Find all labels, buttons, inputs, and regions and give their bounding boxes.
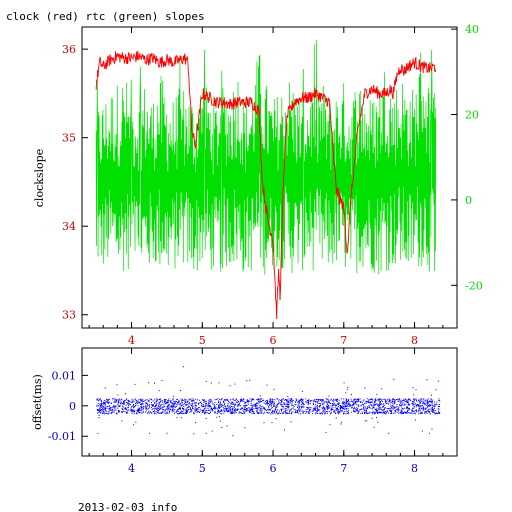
top-y2-tick-label: 40 xyxy=(465,23,479,36)
bottom-x-tick-label: 6 xyxy=(270,462,277,475)
top-y-tick-label: 34 xyxy=(62,220,76,233)
bottom-x-tick-label: 4 xyxy=(128,462,135,475)
clock-series-line xyxy=(95,50,437,320)
rtc-series-line xyxy=(95,40,437,275)
bottom-series-layer xyxy=(96,366,441,437)
top-y-axis-label: clockslope xyxy=(33,149,46,207)
bottom-y-tick-label: -0.01 xyxy=(48,430,76,443)
top-y-tick-label: 36 xyxy=(62,43,76,56)
top-y2-tick-label: 20 xyxy=(465,109,479,122)
bottom-y-tick-label: 0.01 xyxy=(52,369,77,382)
top-plot-frame xyxy=(81,26,458,329)
top-x-tick-label: 7 xyxy=(340,334,347,347)
top-y-tick-label: 35 xyxy=(62,132,76,145)
top-axes: 4 5 6 7 8 33 34 35 36 -20 0 20 40 xyxy=(62,23,483,347)
bottom-x-tick-label: 8 xyxy=(411,462,418,475)
bottom-plot-frame xyxy=(81,347,458,457)
footer-date-info: 2013-02-03 info xyxy=(78,501,177,512)
top-series-layer xyxy=(95,40,437,320)
top-x-tick-label: 8 xyxy=(411,334,418,347)
top-x-tick-label: 5 xyxy=(199,334,206,347)
offset-scatter-points xyxy=(96,366,441,437)
chart-title: clock (red) rtc (green) slopes xyxy=(6,10,205,23)
bottom-y-axis-label: offset(ms) xyxy=(31,374,44,430)
top-x-tick-label: 4 xyxy=(128,334,135,347)
top-x-tick-label: 6 xyxy=(270,334,277,347)
bottom-axes: 4 5 6 7 8 -0.01 0 0.01 xyxy=(48,348,444,475)
bottom-x-tick-label: 5 xyxy=(199,462,206,475)
bottom-x-tick-label: 7 xyxy=(340,462,347,475)
top-panel: clockslope 4 5 6 7 8 33 34 35 36 -20 0 20 40 xyxy=(33,23,483,347)
bottom-y-tick-label: 0 xyxy=(69,400,76,413)
top-y-tick-label: 33 xyxy=(62,309,76,322)
top-y2-tick-label: 0 xyxy=(465,194,472,207)
top-y2-tick-label: -20 xyxy=(465,279,483,292)
bottom-panel: offset(ms) 4 5 6 7 8 -0.01 0 0.01 xyxy=(31,347,458,475)
